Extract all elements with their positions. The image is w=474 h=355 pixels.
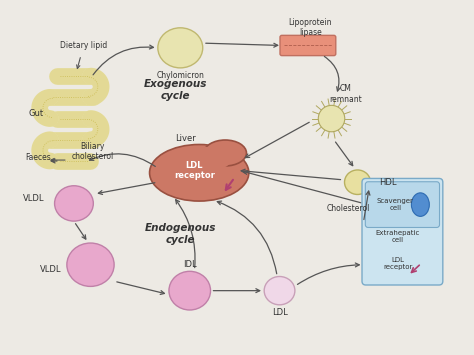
Ellipse shape [55, 186, 93, 221]
Ellipse shape [345, 170, 371, 195]
Text: VLDL: VLDL [23, 194, 44, 203]
Text: Exogenous
cycle: Exogenous cycle [144, 80, 207, 101]
Text: VLDL: VLDL [40, 265, 61, 274]
FancyBboxPatch shape [365, 182, 439, 228]
Ellipse shape [204, 140, 246, 166]
Text: LDL
receptor: LDL receptor [174, 161, 215, 180]
Text: Lipoprotein
lipase: Lipoprotein lipase [289, 18, 332, 37]
Ellipse shape [158, 28, 203, 68]
FancyBboxPatch shape [362, 179, 443, 285]
Ellipse shape [169, 271, 210, 310]
Text: IDL: IDL [183, 260, 197, 269]
Text: Dietary lipid: Dietary lipid [60, 41, 107, 50]
Ellipse shape [185, 147, 232, 170]
Text: Scavenger
cell: Scavenger cell [377, 198, 414, 211]
Ellipse shape [150, 144, 249, 201]
Text: Gut: Gut [28, 109, 43, 118]
FancyBboxPatch shape [280, 36, 336, 56]
Text: HDL: HDL [379, 178, 396, 187]
Text: Cholesterol: Cholesterol [327, 204, 370, 213]
Text: Liver: Liver [174, 134, 195, 143]
Ellipse shape [318, 105, 345, 132]
Text: Chylomicron: Chylomicron [156, 71, 204, 80]
Ellipse shape [264, 277, 295, 305]
Text: Biliary
cholesterol: Biliary cholesterol [72, 142, 114, 161]
Ellipse shape [67, 243, 114, 286]
Text: LDL: LDL [272, 308, 287, 317]
Text: Endogenous
cycle: Endogenous cycle [145, 223, 216, 245]
Text: LDL
receptor: LDL receptor [383, 257, 412, 270]
Text: Faeces: Faeces [26, 153, 51, 162]
Text: Extrahepatic
cell: Extrahepatic cell [375, 230, 420, 243]
Text: CM
remnant: CM remnant [329, 84, 362, 104]
Ellipse shape [411, 193, 429, 217]
